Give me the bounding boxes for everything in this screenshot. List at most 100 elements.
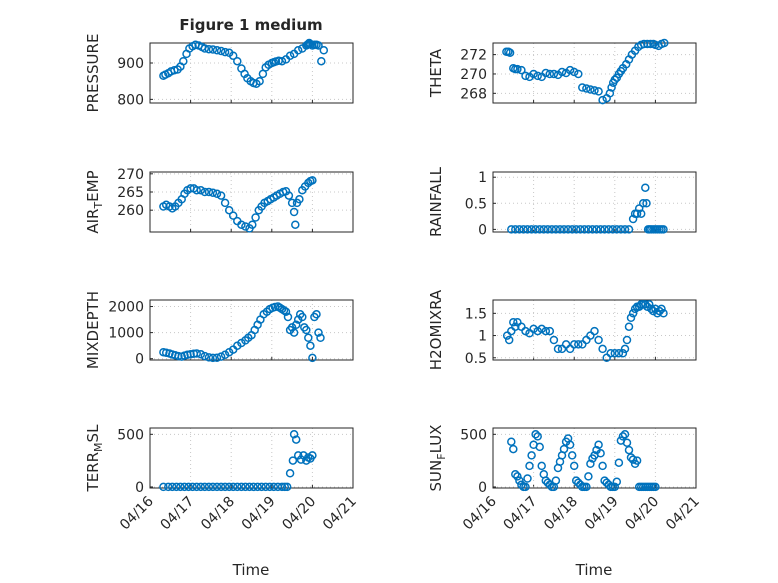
data-point [626,313,636,323]
data-point [533,432,542,441]
data-point [174,351,183,361]
data-point [312,310,321,319]
data-point [624,322,634,331]
data-point [504,335,514,345]
data-point [604,225,613,234]
data-point [220,47,230,57]
data-point [164,482,173,492]
data-point [531,225,540,234]
data-point [317,56,326,66]
y-tick-label: 260 [117,203,144,219]
subplot-5: 0 1000 2000 MIXDEPTH [84,291,354,369]
data-point [291,220,300,229]
data-point [306,341,315,350]
data-point [612,225,622,234]
data-point [257,482,266,492]
data-point [304,333,313,343]
data-point [659,309,668,318]
data-point [204,353,214,362]
data-point [539,225,549,234]
data-point [179,56,188,66]
data-point [614,349,624,358]
data-point [212,353,222,362]
data-point [605,89,615,98]
data-point [657,304,666,314]
data-point [600,225,609,234]
data-point [233,482,242,492]
data-point [620,344,630,354]
data-point [590,326,599,336]
data-point [515,225,524,234]
data-point [529,324,538,334]
data-point [634,204,644,213]
data-point [569,67,579,77]
data-point [559,225,569,234]
data-point [200,482,210,492]
data-point [224,482,234,492]
y-axis-label: PRESSURE [84,34,102,113]
data-point [660,38,669,48]
y-axis-label: THETA [427,48,445,98]
data-point [569,340,579,349]
data-point [592,225,601,234]
y-tick-label: 272 [460,48,487,64]
data-point [521,71,530,81]
data-point [517,480,526,490]
subplot-grid: 800 900 PRESSURE 268 270 272 THETA 260 265 270 AIR… [84,34,703,534]
data-point [582,482,591,492]
data-point [241,482,250,492]
data-point [519,225,528,234]
data-point [513,472,522,481]
y-axis-label: RAINFALL [427,166,445,237]
x-axis-label-left: Time [232,561,270,579]
data-point [515,476,524,485]
data-point [233,56,242,66]
y-tick-label: 500 [460,427,487,443]
data-point [509,444,518,454]
data-point [551,225,561,234]
y-tick-label: 270 [117,167,144,183]
y-axis-label: H2OMIXRA [427,289,445,370]
data-point [186,350,195,359]
data-point [228,482,238,492]
y-tick-label: 0.5 [465,196,487,212]
data-point [216,352,226,361]
data-point [505,48,515,57]
data-point [200,351,210,361]
data-point [208,45,218,54]
data-point [616,225,626,234]
data-point [517,65,526,75]
data-point [537,324,546,334]
y-tick-label: 800 [117,92,144,108]
data-point [567,451,577,460]
data-point [192,482,201,492]
data-point [507,437,516,446]
data-point [216,46,226,56]
data-point [208,353,218,363]
data-point [228,51,238,60]
data-point [651,482,660,492]
data-point [308,451,317,460]
data-point [289,328,299,337]
data-point [196,350,206,359]
data-point [555,225,565,234]
y-tick-label: 0 [135,480,144,496]
data-point [306,39,315,49]
y-tick-label: 1000 [108,326,144,342]
data-point [553,344,563,354]
data-point [261,482,270,492]
data-point [618,349,628,358]
data-point [289,207,299,217]
data-point [172,482,181,492]
data-point [582,84,591,93]
data-point [216,482,226,492]
data-point [200,187,210,197]
data-point [612,477,622,486]
data-point [646,39,655,49]
data-point [159,482,168,492]
data-point [541,326,551,336]
data-point [298,312,307,322]
data-point [204,44,214,54]
data-point [636,209,646,218]
